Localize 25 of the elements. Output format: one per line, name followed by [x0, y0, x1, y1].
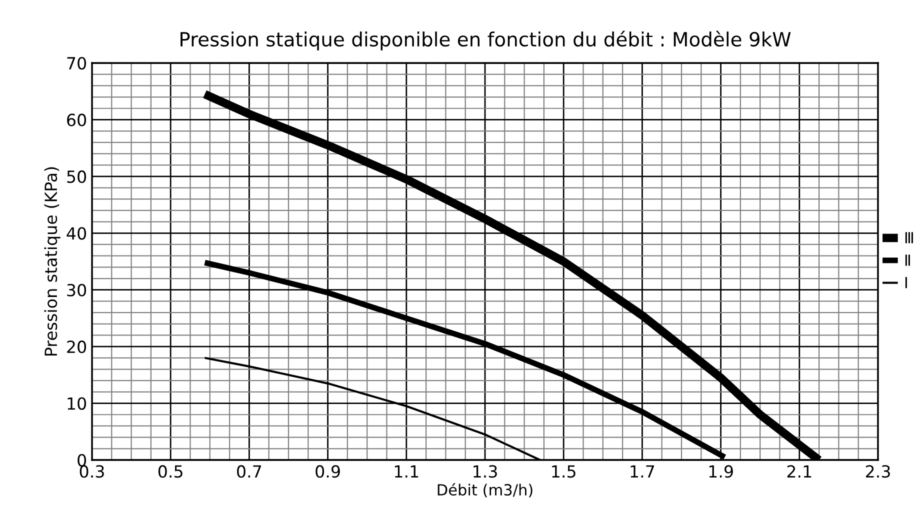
y-tick-label: 30 — [67, 284, 86, 296]
x-tick-label: 1.1 — [394, 465, 418, 478]
y-tick-label: 0 — [78, 454, 86, 467]
y-tick-label: 40 — [66, 227, 86, 240]
chart-title: Pression statique disponible en fonction du débit : Modèle 9kW — [180, 30, 791, 50]
y-tick-label: 70 — [67, 56, 86, 70]
x-tick-label: 0.7 — [237, 465, 262, 478]
x-tick-label: 1.3 — [474, 465, 497, 478]
x-tick-label: 2.1 — [787, 465, 812, 478]
legend-label: Ⅱ — [905, 254, 910, 266]
y-tick-label: 10 — [68, 397, 86, 410]
x-tick-label: 0.9 — [316, 465, 340, 478]
y-tick-label: 20 — [67, 340, 86, 354]
legend-label: Ⅲ — [905, 232, 913, 244]
y-tick-label: 50 — [67, 170, 86, 183]
y-tick-label: 60 — [67, 114, 86, 126]
x-tick-label: 1.9 — [709, 465, 733, 478]
x-tick-label: 1.5 — [552, 465, 576, 478]
y-axis-title: Pression statique (KPa) — [44, 167, 60, 356]
x-axis-title: Débit (m3/h) — [438, 483, 532, 498]
x-tick-label: 0.5 — [158, 465, 182, 478]
legend-label: Ⅰ — [905, 277, 907, 288]
x-tick-label: 2.3 — [866, 465, 890, 478]
x-tick-label: 1.7 — [630, 465, 654, 478]
x-tick-label: 0.3 — [80, 465, 104, 478]
